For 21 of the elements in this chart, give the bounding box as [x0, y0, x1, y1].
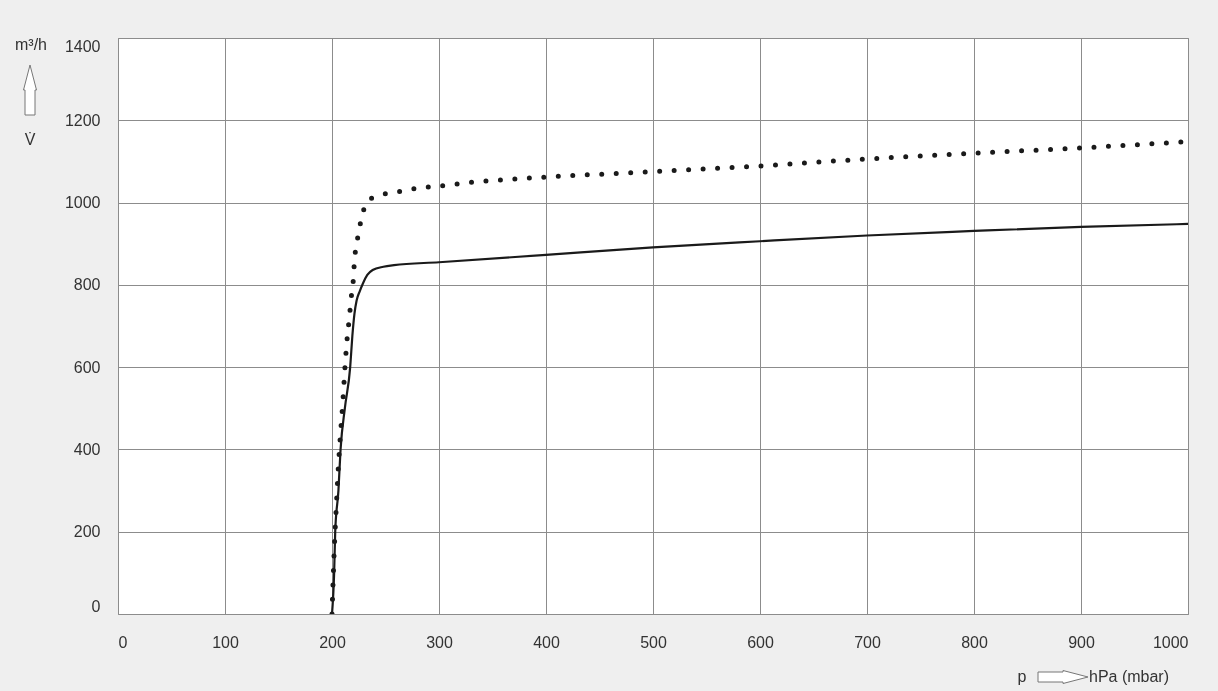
x-tick-label: 400: [533, 633, 560, 651]
y-tick-label: 0: [91, 597, 101, 615]
x-tick-label: 1000: [1152, 633, 1189, 651]
x-tick-label: 600: [747, 633, 774, 651]
y-tick-label: 1000: [64, 194, 101, 212]
x-tick-label: 700: [854, 633, 881, 651]
x-tick-label: 900: [1068, 633, 1095, 651]
text: m³/h V̇: [15, 36, 47, 148]
x-tick-label: 500: [640, 633, 667, 651]
x-tick-label: 200: [319, 633, 346, 651]
text: p hPa (mbar): [1017, 668, 1170, 685]
y-tick-label: 1200: [64, 111, 101, 129]
x-tick-label: 0: [118, 633, 128, 651]
x-tick-label: 100: [212, 633, 239, 651]
y-tick-label: 600: [73, 358, 101, 376]
x-tick-label: 800: [961, 633, 988, 651]
y-tick-label: 1400: [64, 37, 101, 55]
y-tick-label: 800: [73, 276, 101, 294]
x-tick-label: 300: [426, 633, 453, 651]
y-tick-label: 400: [73, 440, 101, 458]
y-tick-label: 200: [73, 523, 101, 541]
